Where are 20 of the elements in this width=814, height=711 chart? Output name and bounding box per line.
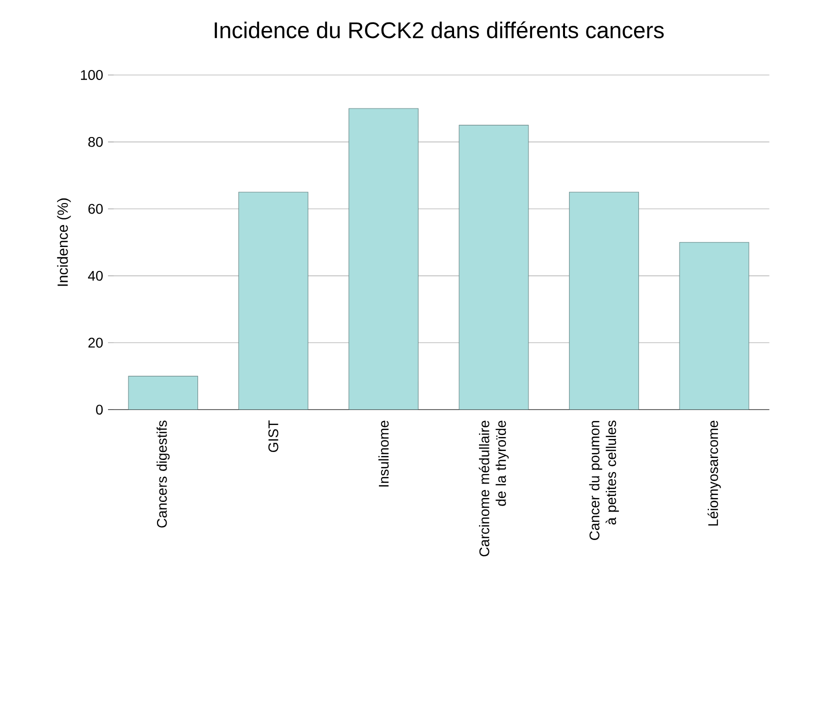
bar	[348, 108, 418, 410]
bar	[569, 192, 639, 410]
x-tick-label: Léiomyosarcome	[708, 420, 721, 526]
y-tick-label: 100	[81, 70, 103, 80]
bar	[238, 192, 308, 410]
y-tick-label: 40	[88, 270, 103, 281]
bar	[458, 124, 529, 410]
y-tick-label: 60	[88, 204, 103, 214]
y-tick-label: 80	[88, 136, 103, 147]
chart-title: Incidence du RCCK2 dans différents cancers	[214, 21, 664, 38]
y-axis-title: Incidence (%)	[57, 198, 71, 286]
x-tick-label: GIST	[268, 420, 278, 452]
y-tick-label: 20	[88, 338, 103, 348]
x-tick-label: Carcinome médullaire de la thyroïde	[478, 420, 509, 556]
bar	[128, 376, 198, 410]
y-tick-label: 0	[96, 404, 103, 415]
x-tick-label: Insulinome	[378, 420, 389, 486]
x-tick-label: Cancers digestifs	[156, 420, 170, 528]
x-tick-label: Cancer du poumon à petites cellules	[589, 420, 619, 540]
bar	[679, 242, 750, 410]
